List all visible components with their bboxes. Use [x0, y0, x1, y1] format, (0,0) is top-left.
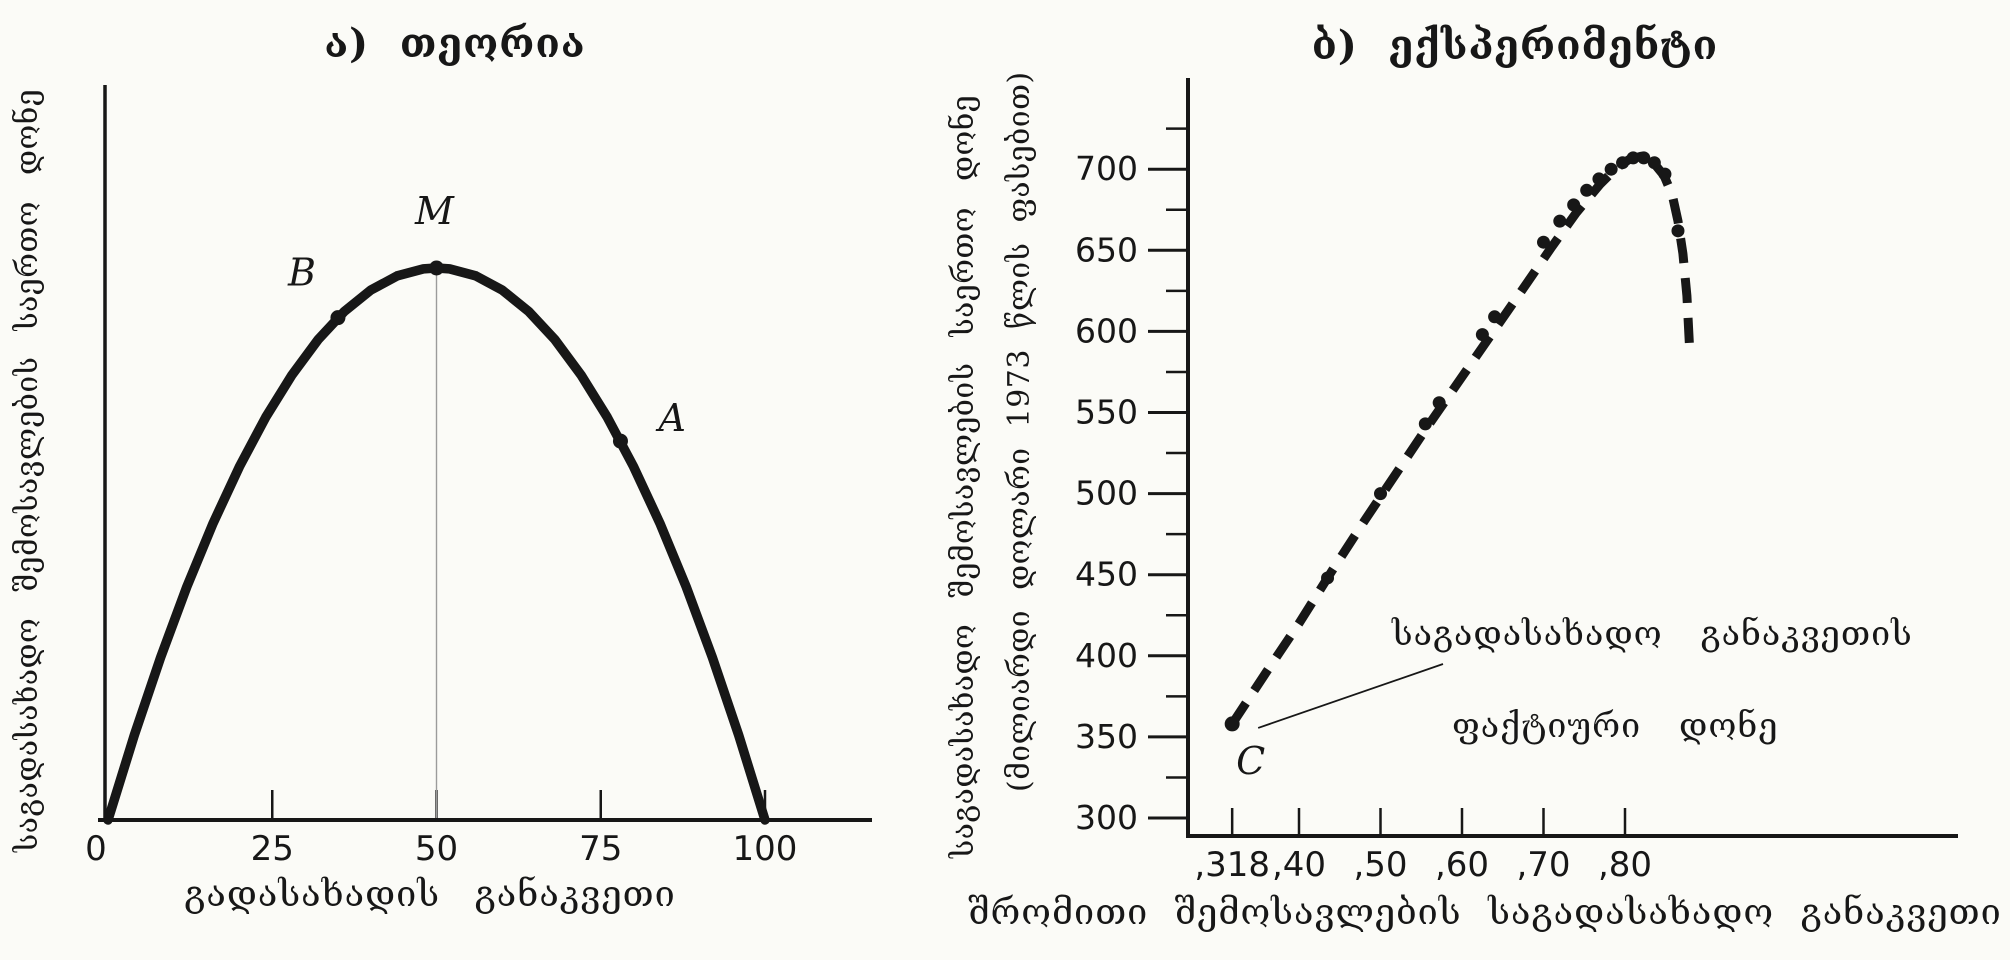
experiment-curve-dot	[1418, 417, 1432, 431]
experiment-y-tick-label: 550	[1075, 393, 1138, 432]
annotation-actual-tax-rate-line1: საგადასახადო განაკვეთის	[1392, 614, 1913, 654]
experiment-curve-dot	[1432, 396, 1446, 410]
experiment-x-tick-label: ,40	[1272, 845, 1326, 885]
experiment-curve	[1228, 151, 1694, 727]
experiment-y-tick-label: 700	[1075, 149, 1138, 188]
theory-point-a-label: A	[655, 396, 685, 440]
theory-x-tick-label: 25	[251, 829, 294, 869]
annotation-leader-line	[1257, 663, 1444, 729]
experiment-x-tick-label: ,80	[1598, 845, 1652, 885]
theory-x-tick-label: 75	[579, 829, 622, 869]
experiment-curve-dot	[1475, 328, 1489, 342]
experiment-curve-dot	[1321, 571, 1335, 585]
theory-x-tick-label: 50	[415, 829, 458, 869]
theory-y-axis-label: საგადასახადო შემოსავლების საერთო დონე	[10, 88, 45, 852]
experiment-curve-dot	[1592, 172, 1606, 186]
experiment-y-axis-label-line1: საგადასახადო შემოსავლების საერთო დონე	[946, 94, 981, 858]
experiment-curve-dot	[1537, 235, 1550, 249]
experiment-x-tick-label: ,70	[1516, 845, 1570, 885]
experiment-curve-dot	[1671, 224, 1685, 238]
theory-point-m-dot	[429, 260, 444, 276]
experiment-x-axis-label: შრომითი შემოსავლების საგადასახადო განაკვ…	[968, 892, 2002, 933]
experiment-y-tick-label: 500	[1075, 474, 1138, 513]
experiment-y-tick-label: 650	[1075, 230, 1138, 269]
experiment-x-tick-label: ,318	[1194, 845, 1270, 885]
experiment-curve-dot	[1488, 310, 1502, 324]
experiment-curve-dot	[1580, 183, 1594, 197]
theory-x-tick-label: 100	[733, 829, 798, 869]
theory-x-tick-label: 0	[85, 829, 107, 869]
experiment-y-axis-label-line2: (მილიარდი დოლარი 1973 წლის ფასებით)	[1002, 71, 1037, 792]
experiment-y-tick-label: 300	[1075, 798, 1138, 837]
experiment-curve-dot	[1616, 156, 1630, 170]
experiment-y-tick-label: 450	[1075, 555, 1138, 594]
experiment-curve-dot	[1647, 156, 1661, 170]
experiment-curve-dot	[1626, 151, 1640, 165]
experiment-point-c-dot	[1224, 716, 1240, 732]
experiment-curve-dot	[1637, 151, 1651, 165]
theory-point-m-label: M	[414, 189, 455, 233]
experiment-curve-dot	[1374, 487, 1387, 501]
theory-point-b-label: B	[287, 251, 316, 295]
experiment-y-tick-label: 400	[1075, 636, 1138, 675]
theory-x-axis-label: გადასახადის განაკვეთი	[184, 874, 676, 915]
experiment-curve-dot	[1658, 167, 1672, 181]
theory-point-b-dot	[330, 310, 346, 326]
theory-title: ა) თეორია	[324, 20, 586, 67]
experiment-point-c-label: C	[1236, 739, 1265, 783]
experiment-title: ბ) ექსპერიმენტი	[1311, 22, 1719, 69]
experiment-curve-dot	[1604, 162, 1618, 176]
experiment-x-tick-label: ,50	[1353, 845, 1407, 885]
experiment-x-tick-label: ,60	[1435, 845, 1489, 885]
theory-point-a-dot	[612, 433, 628, 449]
experiment-curve-dot	[1553, 214, 1567, 228]
experiment-y-tick-label: 350	[1075, 717, 1138, 756]
experiment-y-tick-label: 600	[1075, 311, 1138, 350]
annotation-actual-tax-rate-line2: ფაქტიური დონე	[1452, 706, 1779, 746]
experiment-curve-dot	[1567, 198, 1581, 212]
